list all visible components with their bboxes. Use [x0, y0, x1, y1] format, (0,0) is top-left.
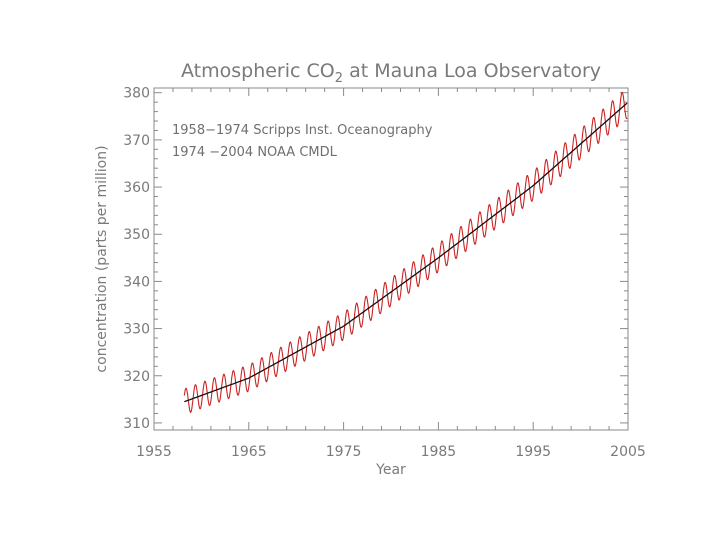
plot-area-frame [153, 87, 629, 431]
y-axis: 310 320 330 340 350 360 370 380 [123, 86, 628, 432]
series-monthly-line [183, 91, 628, 414]
y-axis-label: concentration (parts per million) [94, 145, 110, 372]
y-tick-label: 320 [123, 369, 150, 385]
x-tick-label: 1985 [421, 444, 457, 460]
chart-title-suffix: at Mauna Loa Observatory [343, 60, 601, 82]
annotation-noaa: 1974 −2004 NOAA CMDL [172, 145, 338, 160]
y-tick-label: 340 [123, 274, 150, 290]
y-tick-label: 360 [123, 180, 150, 196]
x-tick-label: 1965 [231, 444, 267, 460]
y-tick-label: 370 [123, 133, 150, 149]
y-tick-label: 330 [123, 322, 150, 338]
x-axis-label: Year [375, 462, 406, 478]
x-tick-label: 1975 [326, 444, 362, 460]
y-tick-label: 350 [123, 227, 150, 243]
chart-title-subscript: 2 [335, 71, 343, 86]
y-tick-label: 310 [123, 416, 150, 432]
y-tick-label: 380 [123, 86, 150, 102]
x-axis: 1955 1965 1975 1985 1995 2005 [136, 88, 646, 460]
series-trend-line [184, 102, 628, 403]
x-tick-label: 2005 [610, 444, 646, 460]
chart-title-prefix: Atmospheric CO [181, 60, 335, 82]
x-tick-label: 1995 [515, 444, 551, 460]
chart-title: Atmospheric CO2 at Mauna Loa Observatory [181, 60, 601, 86]
series-layer [183, 91, 628, 414]
x-tick-label: 1955 [136, 444, 172, 460]
annotation-scripps: 1958−1974 Scripps Inst. Oceanography [172, 123, 433, 138]
